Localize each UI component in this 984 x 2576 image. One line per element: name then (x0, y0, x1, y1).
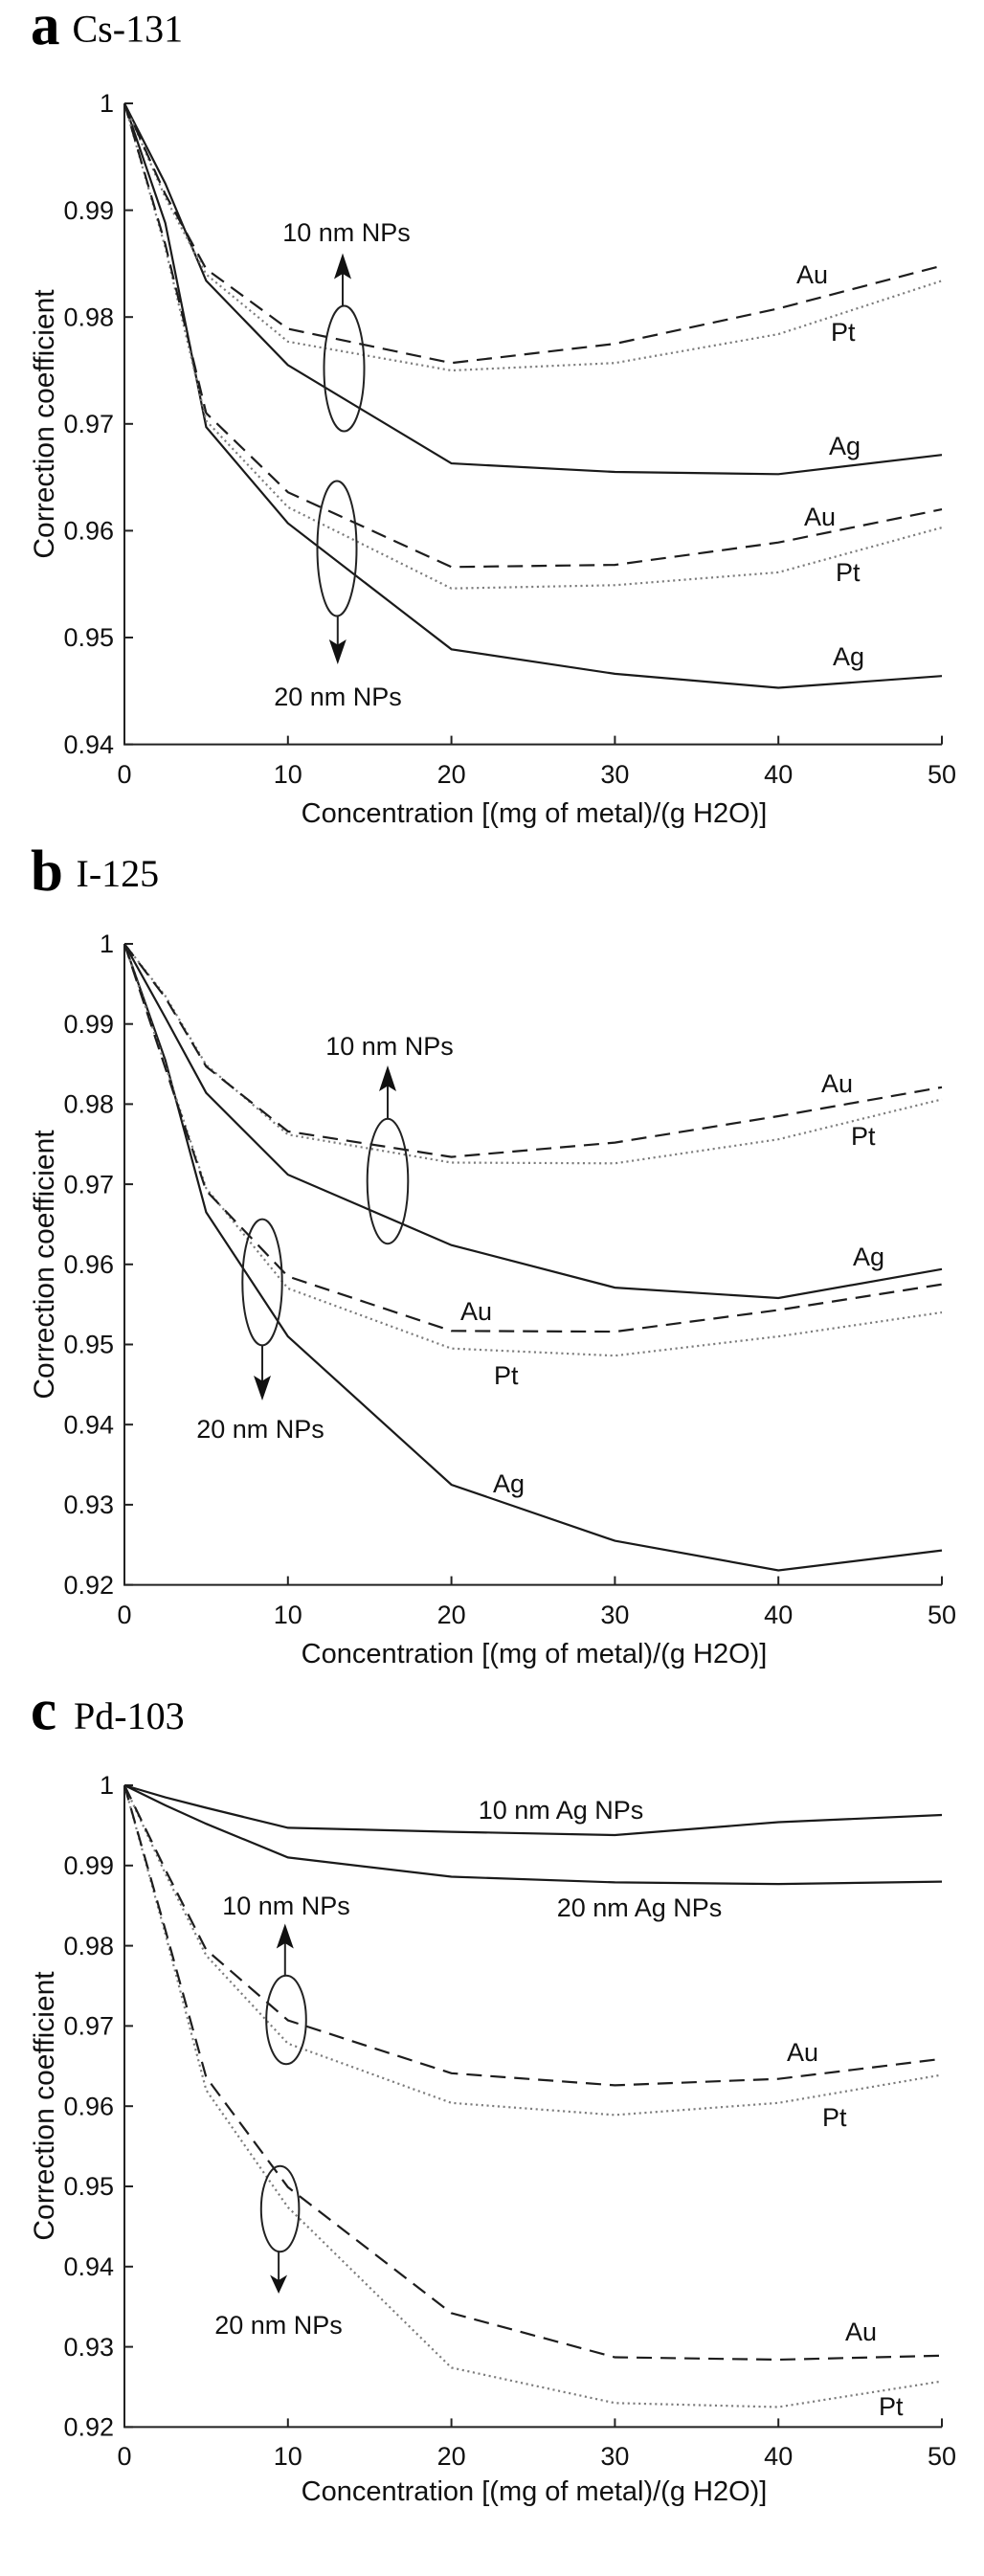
svg-text:20 nm NPs: 20 nm NPs (214, 2311, 343, 2340)
svg-text:20: 20 (437, 760, 466, 789)
svg-text:a: a (31, 0, 60, 57)
svg-text:Concentration [(mg of metal)/(: Concentration [(mg of metal)/(g H2O)] (302, 1639, 768, 1669)
svg-text:40: 40 (764, 1601, 793, 1629)
svg-text:Cs-131: Cs-131 (73, 8, 184, 51)
svg-text:Au: Au (796, 260, 828, 289)
svg-text:Pt: Pt (822, 2103, 847, 2132)
svg-text:10 nm Ag NPs: 10 nm Ag NPs (479, 1796, 644, 1825)
svg-text:10 nm NPs: 10 nm NPs (325, 1032, 454, 1061)
svg-text:c: c (31, 1679, 56, 1743)
svg-text:20: 20 (437, 2442, 466, 2471)
svg-text:10: 10 (274, 2442, 302, 2471)
svg-text:Pt: Pt (851, 1122, 876, 1151)
svg-text:0.92: 0.92 (63, 2413, 114, 2442)
svg-text:1: 1 (100, 89, 114, 118)
svg-text:50: 50 (928, 1601, 956, 1629)
svg-text:50: 50 (928, 2442, 956, 2471)
svg-text:30: 30 (600, 1601, 629, 1629)
svg-text:Pd-103: Pd-103 (74, 1694, 185, 1737)
svg-text:0.98: 0.98 (63, 1090, 114, 1119)
svg-text:Pt: Pt (836, 558, 861, 587)
svg-text:0.92: 0.92 (63, 1571, 114, 1600)
svg-text:Ag: Ag (493, 1469, 525, 1498)
svg-text:Ag: Ag (833, 642, 864, 671)
svg-text:0.94: 0.94 (63, 2252, 114, 2281)
svg-text:0.98: 0.98 (63, 1932, 114, 1960)
svg-text:0.98: 0.98 (63, 302, 114, 331)
svg-text:Au: Au (460, 1297, 492, 1326)
svg-text:0.94: 0.94 (63, 730, 114, 759)
svg-text:Au: Au (821, 1069, 853, 1098)
svg-text:Au: Au (845, 2318, 877, 2346)
svg-text:0.99: 0.99 (63, 1010, 114, 1039)
svg-text:0.96: 0.96 (63, 1250, 114, 1279)
svg-text:10: 10 (274, 760, 302, 789)
svg-text:0.94: 0.94 (63, 1410, 114, 1439)
svg-text:0.95: 0.95 (63, 2172, 114, 2201)
svg-text:0: 0 (117, 760, 131, 789)
svg-text:1: 1 (100, 1771, 114, 1800)
svg-text:Au: Au (787, 2038, 818, 2067)
svg-text:Correction coefficient: Correction coefficient (29, 1130, 60, 1400)
svg-text:I-125: I-125 (77, 852, 160, 895)
svg-text:0.97: 0.97 (63, 2012, 114, 2041)
svg-text:50: 50 (928, 760, 956, 789)
svg-text:Correction coefficient: Correction coefficient (29, 1971, 60, 2241)
svg-text:10: 10 (274, 1601, 302, 1629)
svg-text:0: 0 (117, 1601, 131, 1629)
svg-text:40: 40 (764, 760, 793, 789)
svg-text:0.93: 0.93 (63, 2333, 114, 2362)
svg-text:0.95: 0.95 (63, 1331, 114, 1359)
svg-text:Au: Au (804, 503, 836, 531)
svg-text:0.99: 0.99 (63, 196, 114, 225)
svg-text:0.95: 0.95 (63, 623, 114, 652)
svg-text:1: 1 (100, 930, 114, 958)
svg-text:0: 0 (117, 2442, 131, 2471)
svg-text:10 nm NPs: 10 nm NPs (222, 1892, 350, 1920)
svg-text:0.96: 0.96 (63, 517, 114, 546)
svg-text:Concentration [(mg of metal)/(: Concentration [(mg of metal)/(g H2O)] (302, 2476, 768, 2507)
svg-text:20 nm NPs: 20 nm NPs (196, 1415, 324, 1444)
svg-text:Pt: Pt (831, 318, 856, 347)
svg-text:0.97: 0.97 (63, 410, 114, 438)
svg-text:Pt: Pt (879, 2392, 904, 2421)
svg-text:0.93: 0.93 (63, 1490, 114, 1519)
svg-text:Concentration [(mg of metal)/(: Concentration [(mg of metal)/(g H2O)] (302, 798, 768, 829)
svg-text:20: 20 (437, 1601, 466, 1629)
svg-text:0.96: 0.96 (63, 2092, 114, 2120)
svg-text:20 nm NPs: 20 nm NPs (274, 683, 402, 711)
svg-text:0.99: 0.99 (63, 1851, 114, 1880)
svg-text:Correction coefficient: Correction coefficient (29, 289, 60, 559)
svg-text:Ag: Ag (829, 432, 861, 460)
svg-text:40: 40 (764, 2442, 793, 2471)
svg-text:10 nm NPs: 10 nm NPs (282, 218, 411, 247)
svg-text:0.97: 0.97 (63, 1170, 114, 1198)
svg-text:30: 30 (600, 760, 629, 789)
svg-text:b: b (31, 840, 63, 904)
svg-text:Ag: Ag (853, 1243, 884, 1271)
svg-text:30: 30 (600, 2442, 629, 2471)
svg-text:Pt: Pt (494, 1361, 519, 1390)
svg-text:20 nm Ag NPs: 20 nm Ag NPs (557, 1893, 723, 1922)
